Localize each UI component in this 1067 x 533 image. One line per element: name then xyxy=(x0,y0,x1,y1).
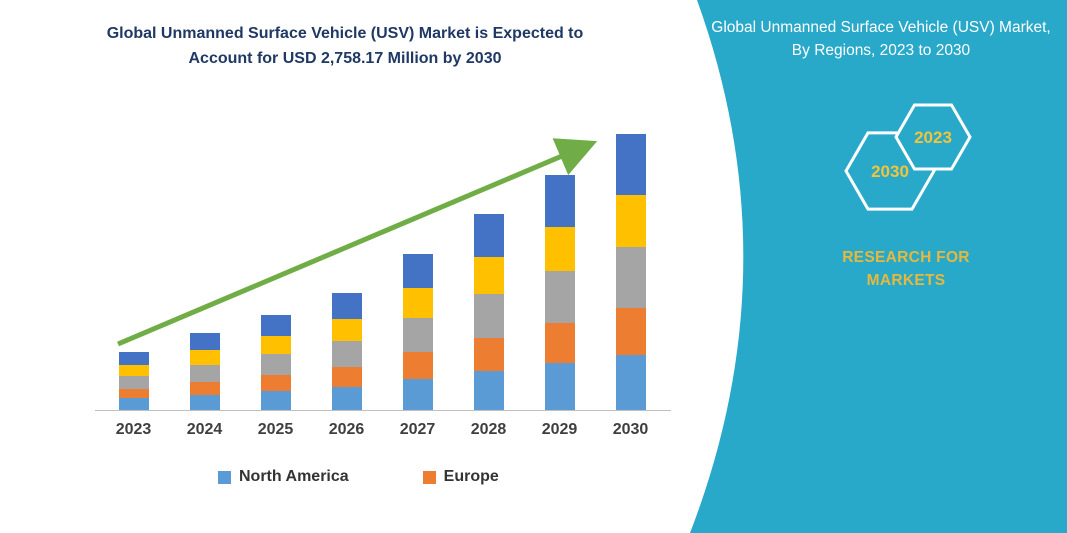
brand-line1: RESEARCH FOR xyxy=(842,249,970,266)
x-axis-label-2030: 2030 xyxy=(612,421,649,438)
segment-unlabeled-gray-2026 xyxy=(331,341,362,367)
segment-unlabeled-yellow-2025 xyxy=(260,335,291,354)
hexagon-2023-year: 2023 xyxy=(914,128,952,147)
bar-column-2025 xyxy=(240,314,311,410)
legend-swatch-europe xyxy=(422,470,436,484)
bar-column-2030 xyxy=(595,134,666,410)
segment-north-america-2029 xyxy=(544,363,575,410)
segment-unlabeled-yellow-2029 xyxy=(544,226,575,272)
bar-column-2024 xyxy=(169,333,240,410)
segment-unlabeled-yellow-2027 xyxy=(402,288,433,319)
x-axis-label-2024: 2024 xyxy=(186,421,223,438)
legend-label-north-america: North America xyxy=(239,468,349,485)
bar-2023 xyxy=(118,351,149,410)
bar-column-2029 xyxy=(524,174,595,410)
bar-2026 xyxy=(331,293,362,410)
chart-title-line2: Account for USD 2,758.17 Million by 2030 xyxy=(188,49,502,67)
brand-line2: MARKETS xyxy=(866,272,946,290)
hexagon-2030-year: 2030 xyxy=(871,162,909,181)
segment-unlabeled-dark-blue-2030 xyxy=(615,134,646,195)
x-axis-line xyxy=(95,410,671,411)
legend-item-europe: Europe xyxy=(422,468,499,486)
chart-legend: North America Europe xyxy=(0,468,690,486)
segment-unlabeled-dark-blue-2026 xyxy=(331,293,362,319)
legend-item-north-america: North America xyxy=(218,468,349,486)
segment-unlabeled-yellow-2028 xyxy=(473,257,504,295)
segment-europe-2023 xyxy=(118,388,149,399)
bar-column-2027 xyxy=(382,254,453,410)
x-axis-label-2029: 2029 xyxy=(541,421,578,438)
right-panel: 2030 2023 Global Unmanned Surface Vehicl… xyxy=(670,0,1067,533)
x-axis-label-2027: 2027 xyxy=(399,421,436,438)
segment-north-america-2024 xyxy=(189,394,220,410)
segment-europe-2026 xyxy=(331,366,362,387)
segment-unlabeled-dark-blue-2029 xyxy=(544,174,575,227)
segment-unlabeled-yellow-2030 xyxy=(615,194,646,248)
stacked-bar-chart xyxy=(98,120,666,410)
segment-north-america-2030 xyxy=(615,354,646,410)
segment-unlabeled-gray-2027 xyxy=(402,318,433,353)
bar-column-2023 xyxy=(98,351,169,410)
bar-2025 xyxy=(260,314,291,410)
segment-unlabeled-dark-blue-2027 xyxy=(402,254,433,289)
segment-europe-2030 xyxy=(615,307,646,355)
x-axis-labels: 2023 2024 2025 2026 2027 2028 2029 2030 xyxy=(98,421,666,439)
segment-north-america-2026 xyxy=(331,386,362,410)
segment-europe-2028 xyxy=(473,337,504,371)
chart-title: Global Unmanned Surface Vehicle (USV) Ma… xyxy=(0,22,690,72)
segment-unlabeled-gray-2025 xyxy=(260,353,291,375)
segment-europe-2027 xyxy=(402,352,433,379)
segment-north-america-2028 xyxy=(473,370,504,410)
x-axis-label-2026: 2026 xyxy=(328,421,365,438)
bar-2028 xyxy=(473,214,504,410)
bar-column-2026 xyxy=(311,293,382,410)
segment-unlabeled-gray-2029 xyxy=(544,271,575,323)
brand-text: RESEARCH FOR MARKETS xyxy=(745,246,1067,293)
bar-2024 xyxy=(189,333,220,410)
segment-unlabeled-dark-blue-2025 xyxy=(260,314,291,336)
x-axis-label-2023: 2023 xyxy=(115,421,152,438)
segment-unlabeled-gray-2024 xyxy=(189,364,220,382)
segment-unlabeled-yellow-2024 xyxy=(189,350,220,365)
segment-unlabeled-yellow-2026 xyxy=(331,318,362,342)
x-axis-label-2028: 2028 xyxy=(470,421,507,438)
segment-north-america-2025 xyxy=(260,391,291,410)
segment-europe-2024 xyxy=(189,381,220,395)
chart-title-line1: Global Unmanned Surface Vehicle (USV) Ma… xyxy=(106,25,584,42)
bar-2027 xyxy=(402,254,433,410)
segment-unlabeled-gray-2028 xyxy=(473,294,504,338)
segment-unlabeled-dark-blue-2028 xyxy=(473,214,504,258)
segment-europe-2025 xyxy=(260,374,291,391)
segment-north-america-2023 xyxy=(118,398,149,410)
segment-unlabeled-dark-blue-2024 xyxy=(189,333,220,351)
right-panel-title: Global Unmanned Surface Vehicle (USV) Ma… xyxy=(711,19,1051,60)
legend-swatch-north-america xyxy=(218,470,231,484)
right-panel-background: 2030 2023 xyxy=(690,0,1067,533)
segment-unlabeled-dark-blue-2023 xyxy=(118,351,149,365)
legend-label-europe: Europe xyxy=(443,468,499,485)
x-axis-label-2025: 2025 xyxy=(257,421,294,438)
segment-unlabeled-gray-2023 xyxy=(118,375,149,389)
segment-unlabeled-yellow-2023 xyxy=(118,364,149,376)
segment-north-america-2027 xyxy=(402,378,433,410)
segment-unlabeled-gray-2030 xyxy=(615,247,646,308)
segment-europe-2029 xyxy=(544,323,575,363)
bar-column-2028 xyxy=(453,214,524,410)
bar-2030 xyxy=(615,134,646,410)
bar-2029 xyxy=(544,174,575,410)
hexagon-2023 xyxy=(894,103,972,171)
